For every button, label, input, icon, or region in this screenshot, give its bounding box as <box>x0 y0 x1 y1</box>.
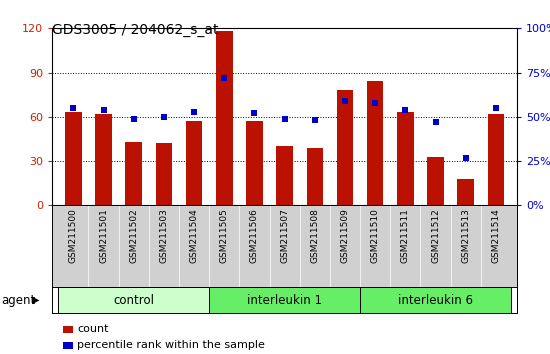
Point <box>69 105 78 111</box>
Point <box>371 100 380 105</box>
Point <box>99 107 108 113</box>
Text: GSM211502: GSM211502 <box>129 208 138 263</box>
Text: control: control <box>113 293 154 307</box>
Text: agent: agent <box>1 293 35 307</box>
Point <box>220 75 229 81</box>
Text: GSM211514: GSM211514 <box>491 208 501 263</box>
Text: count: count <box>77 324 108 334</box>
Text: GDS3005 / 204062_s_at: GDS3005 / 204062_s_at <box>52 23 219 37</box>
Bar <box>458 179 474 205</box>
Bar <box>337 90 353 205</box>
Bar <box>246 121 263 205</box>
Bar <box>367 81 383 205</box>
Bar <box>65 113 81 205</box>
Bar <box>156 143 172 205</box>
Point <box>280 116 289 121</box>
Text: GSM211509: GSM211509 <box>340 208 349 263</box>
Bar <box>186 121 202 205</box>
Bar <box>209 287 360 313</box>
Text: GSM211512: GSM211512 <box>431 208 440 263</box>
Bar <box>125 142 142 205</box>
Bar <box>306 148 323 205</box>
Text: percentile rank within the sample: percentile rank within the sample <box>77 340 265 350</box>
Bar <box>276 146 293 205</box>
Text: GSM211513: GSM211513 <box>461 208 470 263</box>
Text: GSM211501: GSM211501 <box>99 208 108 263</box>
Text: GSM211506: GSM211506 <box>250 208 259 263</box>
Text: GSM211504: GSM211504 <box>190 208 199 263</box>
Text: GSM211508: GSM211508 <box>310 208 320 263</box>
Point <box>190 109 199 114</box>
Text: GSM211505: GSM211505 <box>220 208 229 263</box>
Point <box>340 98 349 104</box>
Bar <box>360 287 511 313</box>
Text: GSM211507: GSM211507 <box>280 208 289 263</box>
Point <box>250 110 259 116</box>
Bar <box>58 287 209 313</box>
Point <box>160 114 168 120</box>
Bar <box>216 31 233 205</box>
Point <box>431 119 440 125</box>
Text: GSM211500: GSM211500 <box>69 208 78 263</box>
Point <box>461 155 470 160</box>
Bar <box>397 113 414 205</box>
Text: GSM211510: GSM211510 <box>371 208 380 263</box>
Point <box>401 107 410 113</box>
Bar <box>427 156 444 205</box>
Text: interleukin 1: interleukin 1 <box>247 293 322 307</box>
Bar <box>95 114 112 205</box>
Point <box>492 105 500 111</box>
Text: GSM211503: GSM211503 <box>160 208 168 263</box>
Point <box>310 118 319 123</box>
Point <box>129 116 138 121</box>
Text: interleukin 6: interleukin 6 <box>398 293 473 307</box>
Text: GSM211511: GSM211511 <box>401 208 410 263</box>
Bar <box>488 114 504 205</box>
Text: ▶: ▶ <box>32 295 40 305</box>
